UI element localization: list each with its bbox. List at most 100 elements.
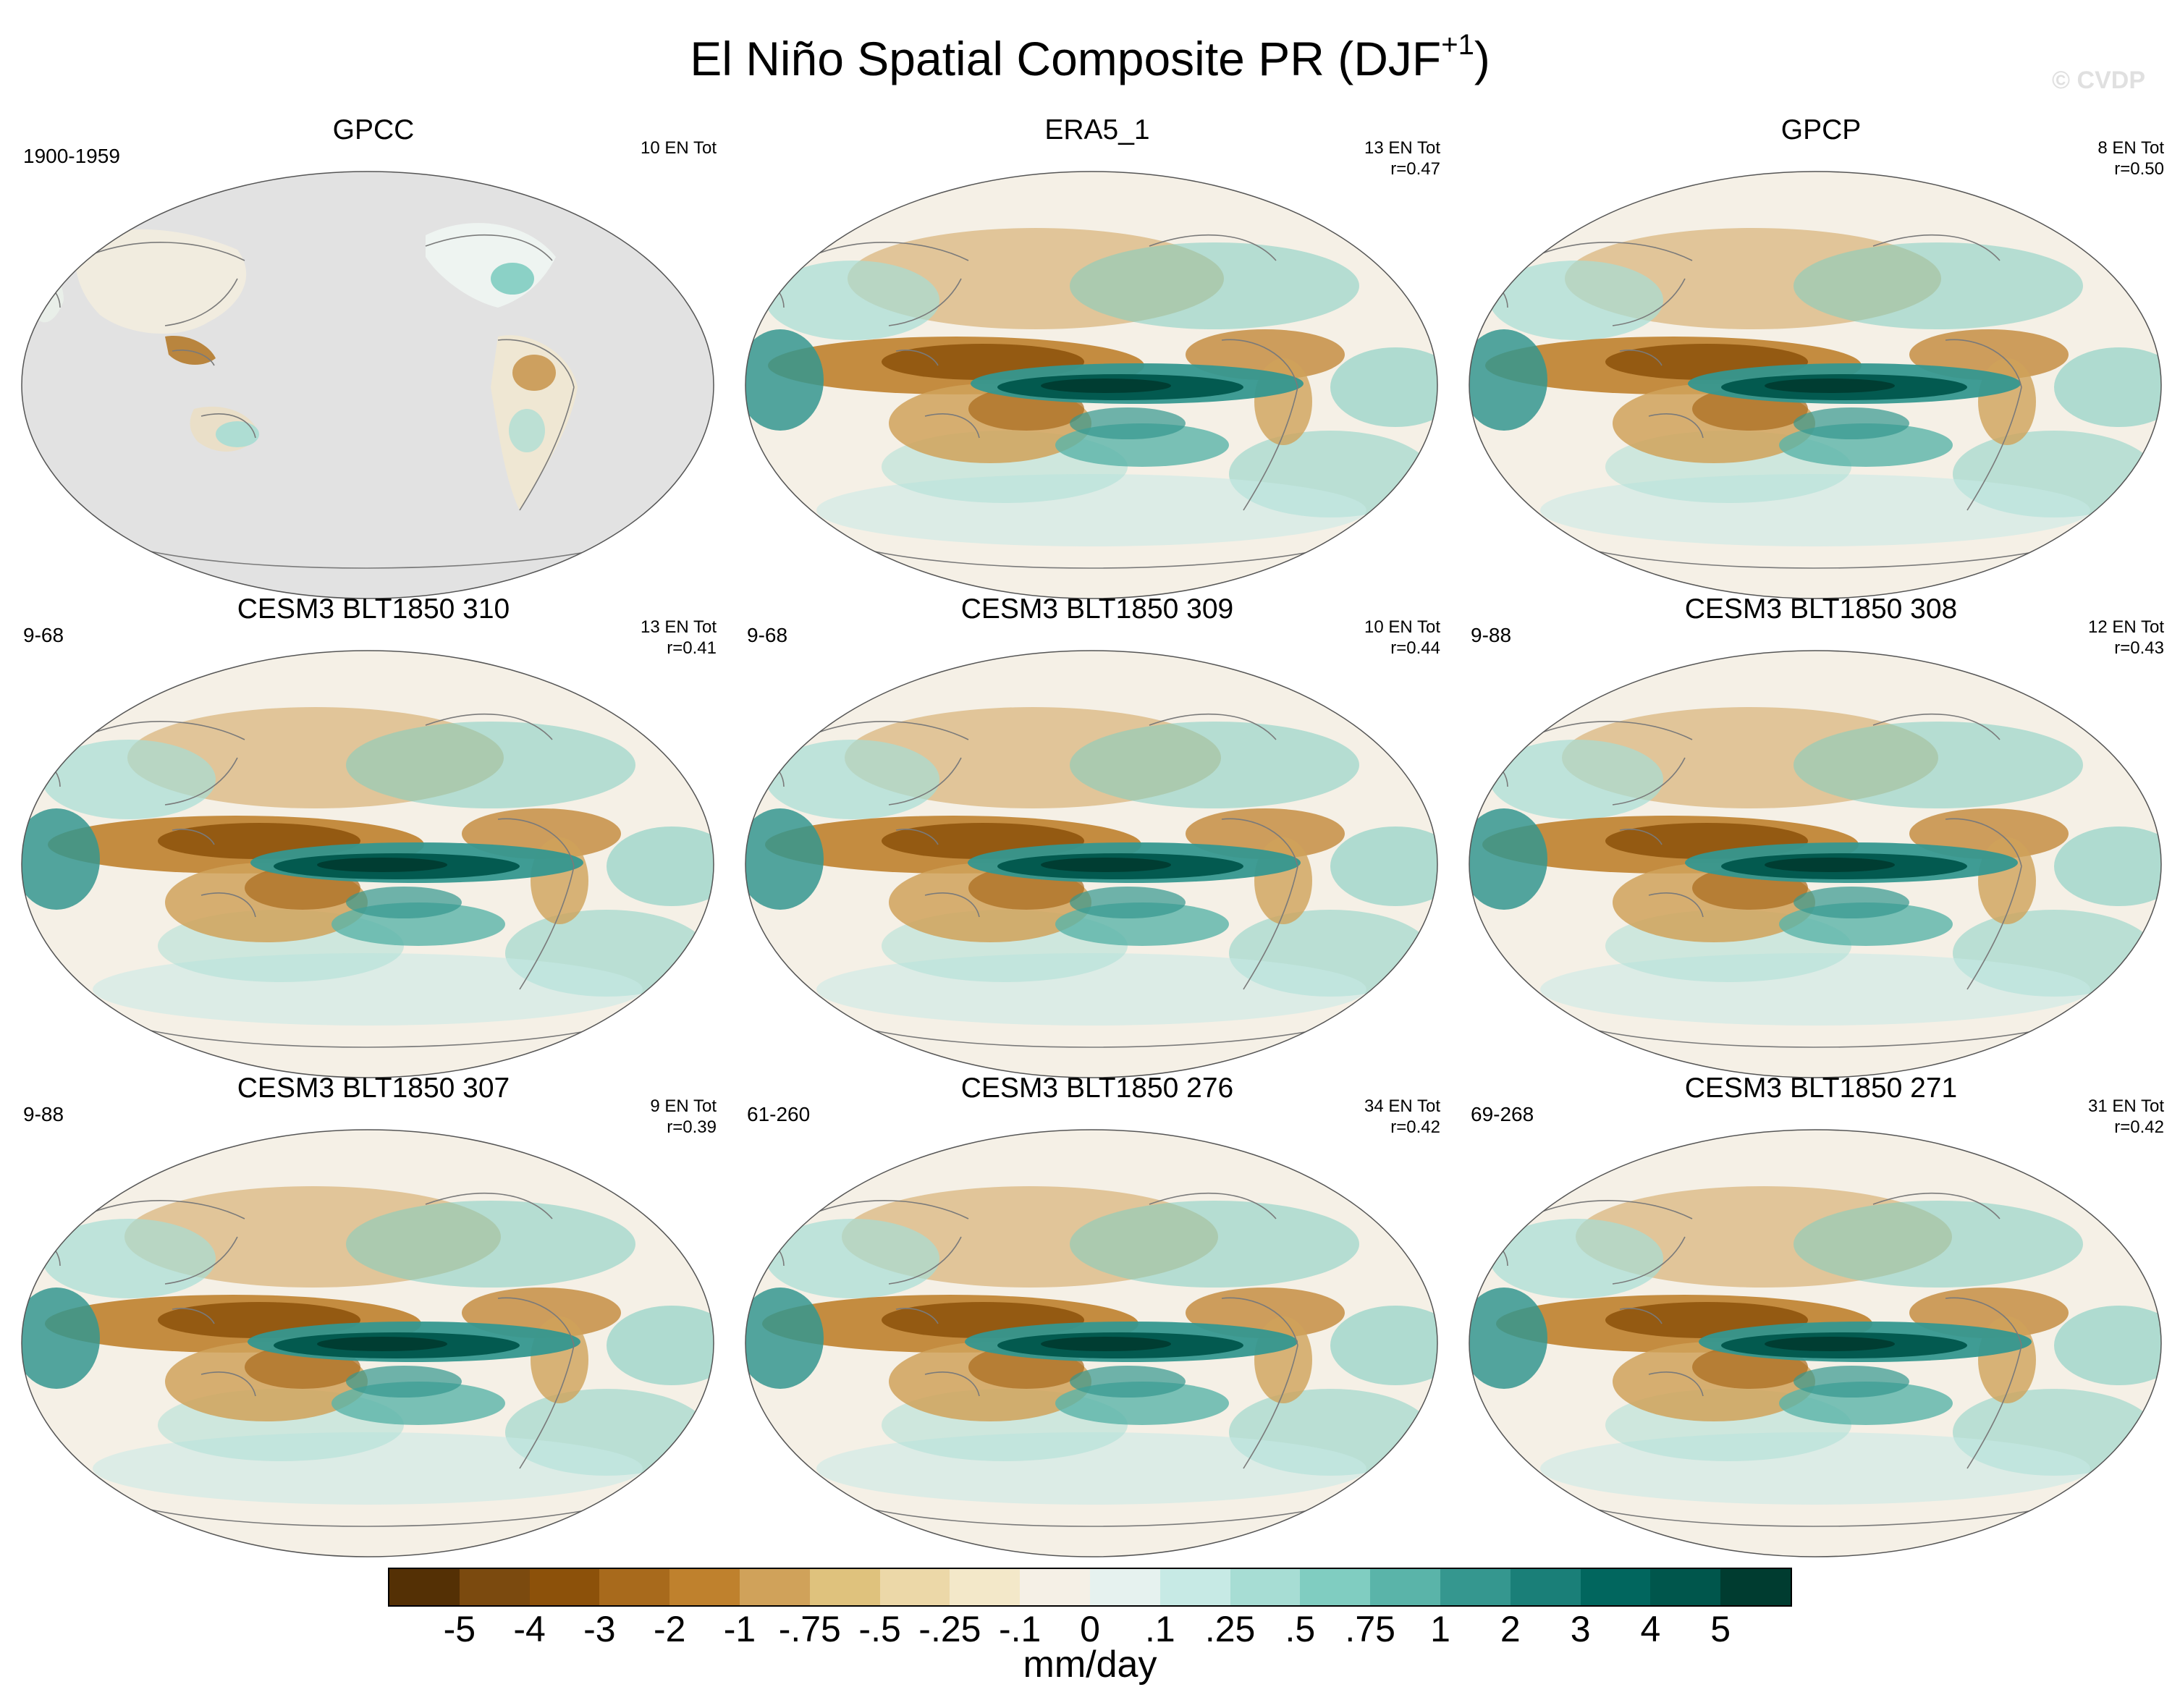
map-panel: CESM3 BLT1850 308 9-88 12 EN Tot r=0.43 [1458,588,2180,1078]
panel-stats: 13 EN Tot r=0.41 [641,617,717,659]
robinson-map [744,170,1439,601]
colorbar-swatch [809,1569,880,1605]
colorbar-swatch [599,1569,670,1605]
panel-correlation: r=0.42 [2114,1117,2164,1137]
figure-title: El Niño Spatial Composite PR (DJF+1) [0,20,2180,88]
precip-field [22,651,714,1078]
colorbar-units: mm/day [1023,1644,1157,1686]
panel-event-count: 34 EN Tot [1364,1096,1440,1116]
panel-event-count: 10 EN Tot [641,138,717,158]
colorbar-tick-label: -3 [583,1609,616,1649]
colorbar-swatch [1159,1569,1230,1605]
precip-field [22,172,714,599]
robinson-map [20,170,715,601]
panel-stats: 13 EN Tot r=0.47 [1364,138,1440,179]
colorbar-swatch [459,1569,530,1605]
panel-stats: 31 EN Tot r=0.42 [2088,1096,2164,1138]
colorbar-tick-label: 5 [1710,1609,1731,1649]
map-svg [1469,1129,2162,1557]
colorbar-swatch [1089,1569,1160,1605]
map-svg [21,1129,714,1557]
panel-period: 9-88 [23,1103,64,1125]
panel-stats: 10 EN Tot [641,138,717,158]
map-panel: CESM3 BLT1850 307 9-88 9 EN Tot r=0.39 [10,1067,737,1557]
map-svg [745,1129,1438,1557]
robinson-map [1468,1128,2163,1559]
colorbar-swatch [1370,1569,1440,1605]
colorbar-swatch [1580,1569,1651,1605]
map-outline [745,650,1438,1078]
figure-title-close: ) [1474,32,1490,85]
precip-field [1469,651,2161,1078]
map-panel: GPCP 8 EN Tot r=0.50 [1458,109,2180,599]
precip-field [22,1130,714,1557]
panel-title: CESM3 BLT1850 271 [1684,1073,1958,1104]
colorbar-tick-label: 1 [1430,1609,1450,1649]
map-panel: CESM3 BLT1850 271 69-268 31 EN Tot r=0.4… [1458,1067,2180,1557]
colorbar-swatch [879,1569,950,1605]
panel-title: GPCC [332,114,415,145]
map-outline [745,171,1438,599]
panel-correlation: r=0.42 [1390,1117,1440,1137]
panel-event-count: 12 EN Tot [2088,617,2164,637]
panel-correlation: r=0.50 [2114,159,2164,179]
colorbar-swatch [739,1569,810,1605]
precip-field [1469,1130,2161,1557]
colorbar-tick-label: -1 [723,1609,756,1649]
map-outline [21,650,714,1078]
panel-period: 69-268 [1471,1103,1534,1125]
colorbar-tick-label: 2 [1500,1609,1521,1649]
panel-period: 1900-1959 [23,145,120,167]
panel-event-count: 9 EN Tot [650,1096,717,1116]
map-outline [1469,1129,2162,1557]
panel-title: CESM3 BLT1850 308 [1684,593,1958,625]
map-outline [745,1129,1438,1557]
colorbar-swatch [950,1569,1021,1605]
robinson-map [1468,170,2163,601]
colorbar-swatch [389,1569,460,1605]
colorbar-tick-label: 4 [1640,1609,1661,1649]
panel-stats: 8 EN Tot r=0.50 [2097,138,2164,179]
panel-event-count: 31 EN Tot [2088,1096,2164,1116]
precip-field [745,172,1437,599]
colorbar-tick-label: -.1 [999,1609,1042,1649]
robinson-map [20,1128,715,1559]
panel-period: 9-68 [747,624,788,646]
robinson-map [20,649,715,1080]
panel-period: 61-260 [747,1103,811,1125]
robinson-map [1468,649,2163,1080]
panel-title: CESM3 BLT1850 307 [237,1073,510,1104]
map-svg [745,650,1438,1078]
map-panel: CESM3 BLT1850 276 61-260 34 EN Tot r=0.4… [734,1067,1461,1557]
panel-stats: 9 EN Tot r=0.39 [650,1096,717,1138]
colorbar-tick-label: -.5 [858,1609,901,1649]
map-outline [21,171,714,599]
colorbar-tick-label: .5 [1285,1609,1316,1649]
colorbar-ticks: -5 -4 -3 -2 -1 -.75 -.5 -.25 -.1 0 .1 .25 .5 .75 1 2 3 4 5 [389,1608,1791,1652]
panel-event-count: 13 EN Tot [1364,138,1440,158]
map-panel: ERA5_1 13 EN Tot r=0.47 [734,109,1461,599]
colorbar-swatch [1440,1569,1511,1605]
precip-field [745,651,1437,1078]
colorbar-tick-label: -.25 [918,1609,981,1649]
panel-stats: 12 EN Tot r=0.43 [2088,617,2164,659]
panel-correlation: r=0.44 [1390,638,1440,658]
colorbar-tick-label: .25 [1204,1609,1256,1649]
map-outline [21,1129,714,1557]
colorbar-tick-label: -4 [513,1609,546,1649]
panel-event-count: 8 EN Tot [2097,138,2164,158]
colorbar-swatch [1230,1569,1301,1605]
figure-title-text: El Niño Spatial Composite PR (DJF [690,32,1442,85]
panel-period: 9-88 [1471,624,1512,646]
map-panel: CESM3 BLT1850 310 9-68 13 EN Tot r=0.41 [10,588,737,1078]
precip-field [1469,172,2161,599]
map-panel: CESM3 BLT1850 309 9-68 10 EN Tot r=0.44 [734,588,1461,1078]
figure-title-superscript: +1 [1441,29,1474,61]
colorbar-swatch [1720,1569,1791,1605]
colorbar-swatch [1020,1569,1090,1605]
colorbar-swatch [1510,1569,1581,1605]
colorbar-tick-label: 0 [1080,1609,1100,1649]
cvdp-watermark: © CVDP [2052,67,2145,94]
map-svg [21,650,714,1078]
panel-title: CESM3 BLT1850 309 [960,593,1234,625]
